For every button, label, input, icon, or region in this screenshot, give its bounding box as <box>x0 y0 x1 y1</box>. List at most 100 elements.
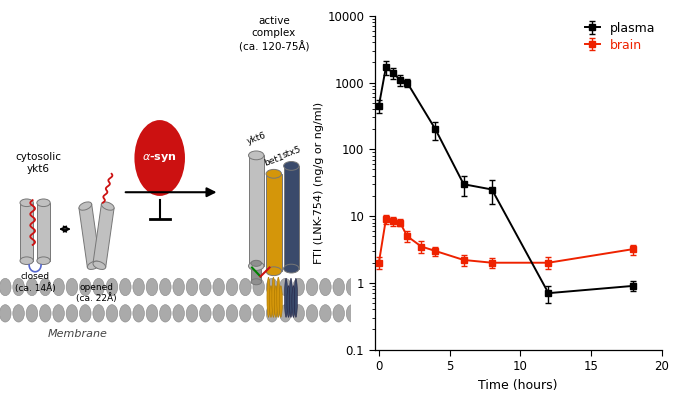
X-axis label: Time (hours): Time (hours) <box>479 378 558 391</box>
Text: Membrane: Membrane <box>47 329 107 339</box>
Circle shape <box>226 278 238 296</box>
Circle shape <box>319 278 331 296</box>
Text: closed
(ca. 14Å): closed (ca. 14Å) <box>15 272 55 293</box>
Circle shape <box>266 278 278 296</box>
Circle shape <box>26 305 38 322</box>
Circle shape <box>293 305 304 322</box>
Circle shape <box>226 305 238 322</box>
Ellipse shape <box>272 277 275 317</box>
Text: $\alpha$-syn: $\alpha$-syn <box>142 152 177 164</box>
Ellipse shape <box>248 261 264 270</box>
Ellipse shape <box>284 278 288 317</box>
Circle shape <box>106 305 117 322</box>
Circle shape <box>93 278 105 296</box>
Text: active
complex
(ca. 120-75Å): active complex (ca. 120-75Å) <box>238 16 309 53</box>
Circle shape <box>13 305 24 322</box>
Ellipse shape <box>277 277 280 317</box>
Ellipse shape <box>290 278 292 317</box>
Ellipse shape <box>251 279 261 285</box>
Circle shape <box>13 278 24 296</box>
Bar <box>20 203 33 261</box>
Circle shape <box>146 305 158 322</box>
Circle shape <box>213 278 225 296</box>
Circle shape <box>346 305 358 322</box>
Bar <box>284 166 299 269</box>
Bar <box>266 174 281 271</box>
Circle shape <box>213 305 225 322</box>
Bar <box>37 203 50 261</box>
Circle shape <box>80 305 91 322</box>
Circle shape <box>53 305 64 322</box>
Circle shape <box>159 278 171 296</box>
Circle shape <box>200 278 211 296</box>
Circle shape <box>119 278 131 296</box>
Circle shape <box>240 278 251 296</box>
Ellipse shape <box>279 286 282 317</box>
Legend: plasma, brain: plasma, brain <box>585 22 655 52</box>
Ellipse shape <box>292 286 295 317</box>
Text: ykt6: ykt6 <box>245 131 267 146</box>
Circle shape <box>186 305 198 322</box>
Circle shape <box>106 278 117 296</box>
Circle shape <box>134 120 185 196</box>
Ellipse shape <box>87 261 100 269</box>
Circle shape <box>53 278 64 296</box>
Circle shape <box>306 278 318 296</box>
Bar <box>79 204 100 267</box>
Ellipse shape <box>284 162 299 170</box>
Circle shape <box>346 278 358 296</box>
Circle shape <box>200 305 211 322</box>
Y-axis label: FTI (LNK-754) (ng/g or ng/ml): FTI (LNK-754) (ng/g or ng/ml) <box>315 102 325 264</box>
Ellipse shape <box>266 267 281 276</box>
Ellipse shape <box>93 261 106 269</box>
Circle shape <box>159 305 171 322</box>
Ellipse shape <box>248 151 264 160</box>
Text: bet1: bet1 <box>263 152 285 167</box>
Ellipse shape <box>79 202 92 210</box>
Circle shape <box>0 305 11 322</box>
Ellipse shape <box>287 286 290 317</box>
Circle shape <box>279 305 291 322</box>
Text: opened
(ca. 22Å): opened (ca. 22Å) <box>76 283 117 303</box>
Circle shape <box>333 305 344 322</box>
Ellipse shape <box>20 199 33 207</box>
Circle shape <box>333 278 344 296</box>
Circle shape <box>39 278 51 296</box>
Circle shape <box>66 278 78 296</box>
Circle shape <box>279 278 291 296</box>
Ellipse shape <box>266 169 281 178</box>
Text: cytosolic
ykt6: cytosolic ykt6 <box>16 152 61 174</box>
Ellipse shape <box>37 257 50 265</box>
Circle shape <box>253 305 265 322</box>
Ellipse shape <box>269 286 273 317</box>
Ellipse shape <box>251 260 261 266</box>
Circle shape <box>93 305 105 322</box>
Circle shape <box>0 278 11 296</box>
Circle shape <box>253 278 265 296</box>
Ellipse shape <box>37 199 50 207</box>
Ellipse shape <box>274 286 277 317</box>
Circle shape <box>133 278 144 296</box>
Circle shape <box>306 305 318 322</box>
Ellipse shape <box>284 264 299 273</box>
Bar <box>248 155 264 266</box>
Circle shape <box>80 278 91 296</box>
Ellipse shape <box>294 278 298 317</box>
Circle shape <box>293 278 304 296</box>
Text: stx5: stx5 <box>281 145 302 160</box>
Circle shape <box>133 305 144 322</box>
Ellipse shape <box>101 202 114 210</box>
Bar <box>251 263 261 282</box>
Circle shape <box>186 278 198 296</box>
Circle shape <box>26 278 38 296</box>
Circle shape <box>173 305 184 322</box>
Circle shape <box>66 305 78 322</box>
Circle shape <box>173 278 184 296</box>
Circle shape <box>146 278 158 296</box>
Circle shape <box>319 305 331 322</box>
Circle shape <box>240 305 251 322</box>
Ellipse shape <box>20 257 33 265</box>
Ellipse shape <box>267 277 270 317</box>
Circle shape <box>39 305 51 322</box>
Circle shape <box>266 305 278 322</box>
